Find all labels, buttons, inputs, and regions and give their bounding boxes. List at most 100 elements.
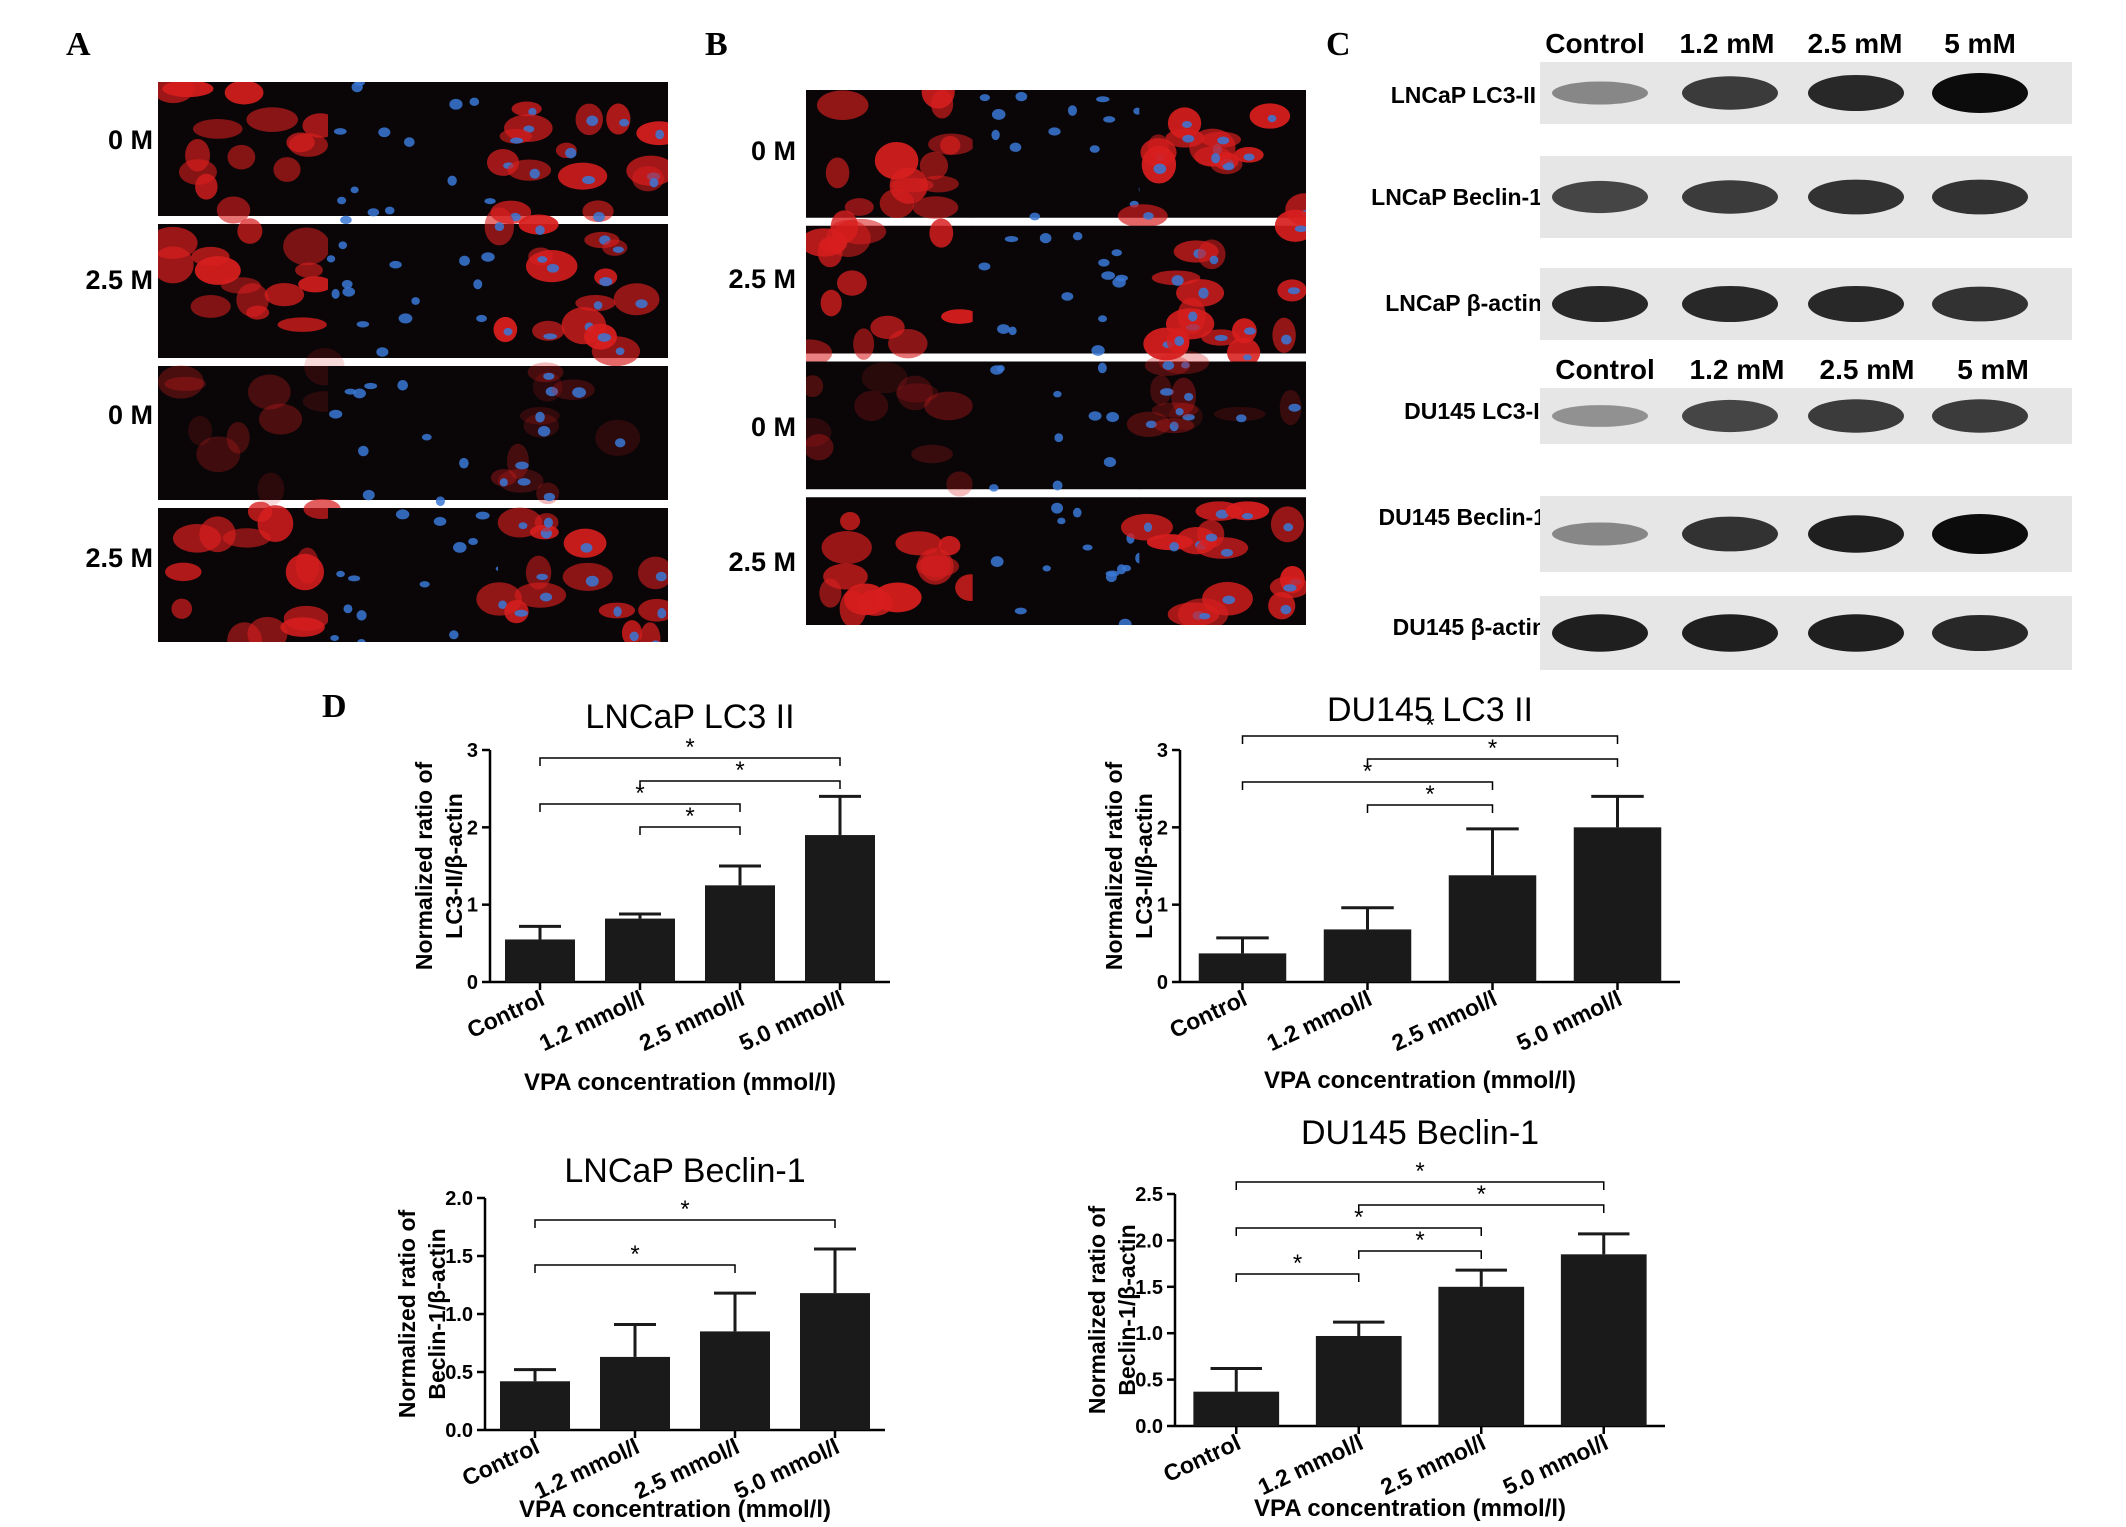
cell-nucleus bbox=[1004, 235, 1019, 243]
cell-cytoplasm bbox=[1171, 377, 1197, 415]
cell-cytoplasm bbox=[227, 622, 262, 642]
cell-nucleus bbox=[484, 198, 496, 205]
blot-band bbox=[1682, 399, 1778, 433]
cell-nucleus bbox=[657, 608, 667, 619]
cell-nucleus bbox=[510, 137, 524, 144]
significance-star: * bbox=[1425, 781, 1434, 808]
blot-row-label: LNCaP LC3-II bbox=[1390, 82, 1536, 108]
significance-bracket bbox=[534, 1264, 736, 1273]
significance-bracket bbox=[1235, 1227, 1482, 1236]
cell-cytoplasm bbox=[1117, 204, 1168, 228]
cell-nucleus bbox=[326, 255, 336, 263]
panel-a-row-label: 2.5 M bbox=[85, 543, 153, 573]
panel-b-row-label: 2.5 M bbox=[728, 547, 796, 577]
cell-cytoplasm bbox=[499, 128, 533, 144]
cell-nucleus bbox=[649, 177, 659, 188]
cell-cytoplasm bbox=[896, 375, 933, 411]
cell-nucleus bbox=[978, 262, 991, 271]
x-tick-label: 1.2 mmol/l bbox=[530, 1433, 643, 1504]
chart-title: DU145 Beclin-1 bbox=[1301, 1114, 1539, 1152]
cell-nucleus bbox=[1067, 105, 1078, 116]
panel-d-letter: D bbox=[322, 688, 347, 725]
cell-nucleus bbox=[331, 288, 340, 299]
cell-nucleus bbox=[403, 137, 415, 147]
cell-cytoplasm bbox=[165, 562, 202, 582]
y-tick-label: 0 bbox=[467, 972, 478, 994]
x-axis-label: VPA concentration (mmol/l) bbox=[519, 1496, 831, 1523]
cell-nucleus bbox=[545, 386, 559, 397]
cell-nucleus bbox=[997, 324, 1011, 334]
cell-nucleus bbox=[1215, 509, 1229, 519]
cell-cytoplasm bbox=[613, 283, 660, 316]
x-tick-label: Control bbox=[1159, 1429, 1244, 1487]
cell-nucleus bbox=[1042, 565, 1051, 572]
cell-nucleus bbox=[1280, 604, 1292, 615]
blot-band bbox=[1552, 522, 1648, 546]
bar bbox=[1448, 875, 1537, 982]
significance-star: * bbox=[1293, 1250, 1302, 1277]
cell-nucleus bbox=[376, 347, 389, 357]
cell-nucleus bbox=[1145, 420, 1157, 429]
y-tick-label: 0.0 bbox=[445, 1420, 473, 1442]
chart-title: LNCaP Beclin-1 bbox=[564, 1152, 805, 1190]
bar bbox=[1573, 827, 1662, 982]
significance-star: * bbox=[630, 1241, 639, 1268]
cell-cytoplasm bbox=[821, 531, 872, 565]
cell-nucleus bbox=[1242, 512, 1253, 520]
cell-cytoplasm bbox=[514, 582, 567, 608]
x-tick-label: 5.0 mmol/l bbox=[730, 1433, 843, 1504]
cell-nucleus bbox=[384, 206, 395, 215]
cell-nucleus bbox=[528, 107, 537, 116]
cell-cytoplasm bbox=[606, 103, 631, 135]
cell-cytoplasm bbox=[237, 218, 263, 244]
blot-lane-label: 1.2 mM bbox=[1689, 354, 1785, 385]
cell-nucleus bbox=[1116, 564, 1127, 575]
cell-cytoplasm bbox=[835, 218, 887, 245]
blot-row-label: LNCaP β-actin bbox=[1385, 290, 1542, 316]
cell-cytoplasm bbox=[861, 362, 908, 394]
bar bbox=[500, 1381, 570, 1430]
cell-cytoplasm bbox=[273, 157, 301, 182]
cell-nucleus bbox=[353, 388, 366, 399]
cell-cytoplasm bbox=[823, 563, 868, 590]
cell-nucleus bbox=[1294, 225, 1306, 233]
cell-nucleus bbox=[433, 516, 447, 527]
bar bbox=[705, 885, 775, 982]
cell-nucleus bbox=[572, 387, 587, 398]
cell-nucleus bbox=[435, 496, 445, 507]
cell-nucleus bbox=[1088, 411, 1102, 421]
panel-b-row-label: 0 M bbox=[750, 136, 796, 166]
cell-nucleus bbox=[1103, 116, 1116, 123]
cell-nucleus bbox=[1283, 523, 1294, 532]
cell-cytoplasm bbox=[258, 403, 303, 435]
significance-star: * bbox=[1363, 758, 1372, 785]
cell-nucleus bbox=[1096, 96, 1110, 103]
cell-nucleus bbox=[449, 630, 459, 640]
significance-bracket bbox=[1241, 735, 1619, 744]
chart-du145-beclin: DU145 Beclin-1 0.0 0.5 1.0 1.5 2.0 2.5 Normaliz… bbox=[1084, 1114, 1665, 1522]
x-tick-label: 2.5 mmol/l bbox=[1388, 985, 1501, 1056]
cell-nucleus bbox=[536, 573, 548, 581]
cell-cytoplasm bbox=[632, 166, 664, 192]
cell-nucleus bbox=[475, 511, 490, 520]
cell-cytoplasm bbox=[1151, 402, 1199, 418]
cell-cytoplasm bbox=[497, 507, 543, 538]
y-axis-label: Beclin-1/β-actin bbox=[424, 1228, 450, 1399]
cell-nucleus bbox=[1162, 360, 1175, 370]
panel-b-micrographs bbox=[806, 90, 1306, 625]
cell-nucleus bbox=[1217, 136, 1230, 145]
cell-nucleus bbox=[329, 409, 343, 419]
cell-nucleus bbox=[586, 115, 599, 126]
cell-cytoplasm bbox=[257, 505, 294, 543]
cell-nucleus bbox=[338, 241, 348, 250]
significance-star: * bbox=[685, 803, 694, 830]
y-tick-label: 1.5 bbox=[1135, 1277, 1163, 1299]
cell-cytoplasm bbox=[946, 471, 973, 497]
cell-nucleus bbox=[1072, 232, 1083, 241]
x-axis-label: VPA concentration (mmol/l) bbox=[524, 1069, 836, 1096]
cell-nucleus bbox=[990, 556, 1004, 567]
significance-star: * bbox=[635, 780, 644, 807]
cell-nucleus bbox=[1143, 212, 1154, 220]
cell-nucleus bbox=[979, 94, 990, 102]
panel-a-letter: A bbox=[66, 26, 91, 63]
